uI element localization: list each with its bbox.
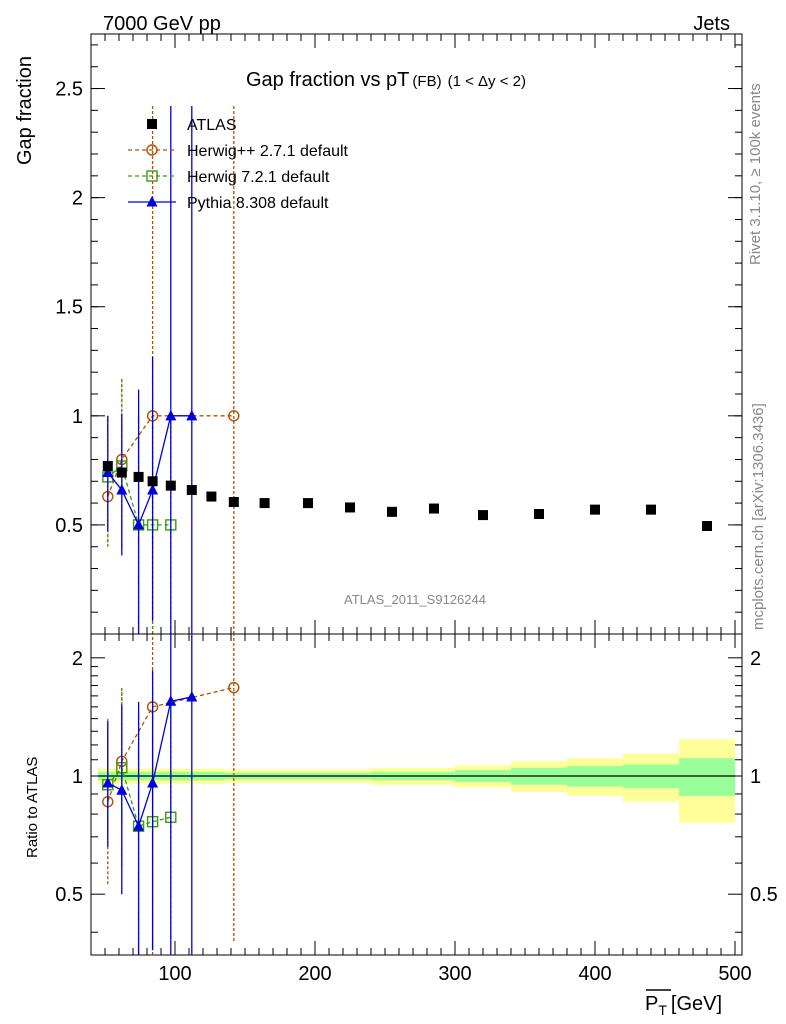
- legend-marker-3: [146, 196, 158, 207]
- ratio-band-inner: [679, 758, 735, 796]
- ratio-series-2-line: [107, 696, 192, 828]
- main-series-0-point: [165, 480, 176, 491]
- ratio-series-2-point: [186, 690, 198, 702]
- plot-title-sub: (FB): [412, 73, 441, 90]
- analysis-watermark: ATLAS_2011_S9126244: [344, 592, 486, 607]
- legend-marker-2: [146, 170, 158, 182]
- main-series-3-point: [133, 518, 145, 530]
- main-series-3-point: [186, 409, 198, 421]
- main-series-0-point: [259, 498, 270, 509]
- plot-title-range: (1 < Δy < 2): [448, 73, 526, 90]
- main-series-0-point: [228, 497, 239, 507]
- main-series-0-point: [478, 510, 488, 521]
- main-series-0-point: [429, 503, 439, 514]
- rivet-label: Rivet 3.1.10, ≥ 100k events: [747, 83, 764, 265]
- ratio-series-2-point: [165, 695, 177, 706]
- xlabel-unit: [GeV]: [671, 993, 722, 1015]
- ratio-ytick-label-right: 2: [750, 648, 761, 670]
- main-series-3-point: [147, 484, 159, 495]
- main-series-3-point: [102, 466, 114, 478]
- main-series-0-point: [206, 491, 217, 502]
- ratio-series-2-point: [102, 776, 114, 788]
- main-series-0-point: [387, 506, 397, 517]
- main-series-0-point: [303, 498, 313, 509]
- main-ytick-label: 1.5: [55, 297, 83, 319]
- main-series-0-point: [646, 504, 656, 515]
- ratio-panel: 0.5 0.5 1 1 2 2 100 200 300 400 500: [55, 633, 778, 985]
- xlabel-p: P: [645, 993, 658, 1015]
- ratio-ytick-label-right: 0.5: [750, 884, 778, 906]
- ratio-series-2-point: [133, 820, 145, 831]
- ratio-ytick-label-right: 1: [750, 766, 761, 788]
- main-series-0-point: [102, 461, 113, 471]
- main-ytick-label: 0.5: [55, 515, 83, 537]
- ratio-series-0-point: [228, 681, 240, 694]
- main-series-3-point: [165, 409, 177, 421]
- ratio-series-2-point: [116, 784, 128, 795]
- legend-label-3: Pythia 8.308 default: [187, 195, 329, 212]
- ratio-ytick-label: 0.5: [55, 884, 83, 906]
- main-series-0-point: [702, 521, 712, 531]
- legend-label-2: Herwig 7.2.1 default: [187, 169, 330, 186]
- ratio-xtick-label: 500: [718, 963, 751, 985]
- legend-label-0: ATLAS: [187, 117, 237, 134]
- main-series-0-point: [534, 509, 544, 519]
- ratio-ylabel: Ratio to ATLAS: [24, 757, 41, 858]
- main-series-0-point: [116, 467, 127, 478]
- plot-title-main: Gap fraction vs pT: [246, 69, 409, 91]
- plot-title: Gap fraction vs pT (FB) (1 < Δy < 2): [246, 69, 526, 91]
- main-series-0-point: [186, 485, 197, 495]
- legend-marker-0: [147, 119, 157, 129]
- xlabel-sub: T: [658, 1002, 667, 1018]
- mcplots-label: mcplots.cern.ch [arXiv:1306.3436]: [750, 403, 767, 630]
- ratio-series-2-point: [147, 776, 159, 788]
- legend-label-1: Herwig++ 2.7.1 default: [187, 143, 349, 160]
- legend-marker-1: [146, 144, 158, 156]
- main-panel: 0.5 1 1.5 2 2.5: [55, 33, 743, 635]
- main-series-3-point: [116, 484, 128, 495]
- ratio-xtick-label: 300: [438, 963, 471, 985]
- legend: ATLAS Herwig++ 2.7.1 default Herwig 7.2.1 …: [128, 117, 349, 212]
- ratio-xtick-label: 400: [578, 963, 611, 985]
- main-ytick-label: 2: [72, 188, 83, 210]
- header-process: Jets: [693, 13, 730, 35]
- ratio-ytick-label: 2: [72, 648, 83, 670]
- main-series-0-point: [133, 471, 144, 482]
- main-series-0-point: [345, 502, 355, 513]
- main-ytick-label: 1: [72, 406, 83, 428]
- main-series-0-point: [147, 476, 158, 487]
- header-energy: 7000 GeV pp: [103, 13, 221, 35]
- ratio-ytick-label: 1: [72, 766, 83, 788]
- main-series-0-point: [590, 504, 600, 515]
- ratio-xlabel: PT [GeV]: [645, 993, 722, 1018]
- ratio-frame: [90, 633, 743, 956]
- main-ylabel: Gap fraction: [14, 56, 36, 165]
- main-series-3-line: [107, 415, 192, 527]
- ratio-xtick-label: 100: [158, 963, 191, 985]
- main-series-1-point: [228, 410, 240, 422]
- main-ytick-label: 2.5: [55, 79, 83, 101]
- ratio-xtick-label: 200: [298, 963, 331, 985]
